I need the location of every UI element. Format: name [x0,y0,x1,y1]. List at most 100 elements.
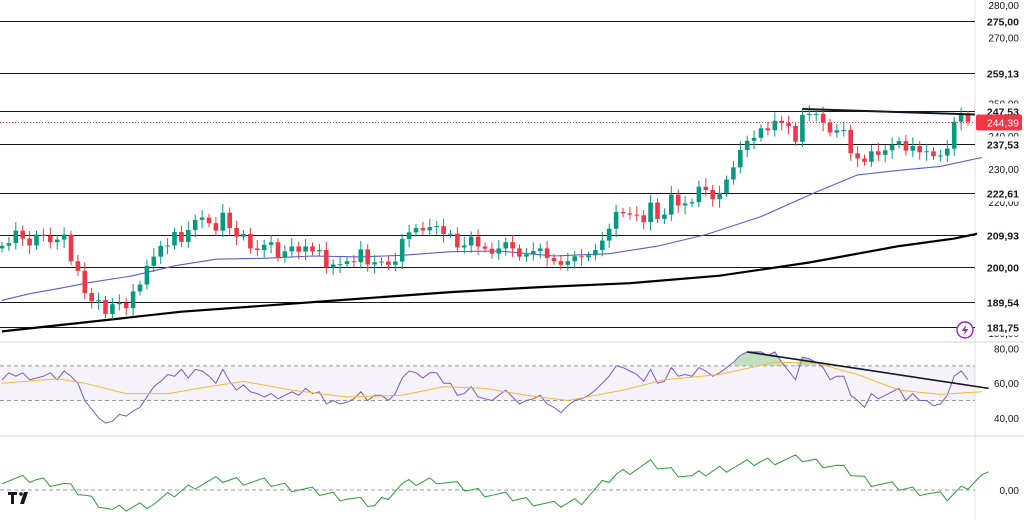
candle-body [220,212,226,231]
candle-body [910,146,916,151]
candle-body [889,144,895,151]
candle-body [675,194,681,206]
candle-body [13,230,19,244]
price-tick-label: 230,00 [988,165,1019,176]
candle-body [48,235,53,243]
candle-body [213,223,219,231]
last-price-badge [976,114,1022,131]
candle-body [324,250,329,268]
candle-body [199,217,205,220]
candle-body [289,246,295,252]
logo-t-shape [8,492,17,504]
candle-body [793,126,798,142]
candle-body [372,262,377,265]
candle-body [434,226,439,228]
level-label: 259,13 [987,69,1019,81]
candle-body [882,150,888,155]
candle-body [758,128,764,138]
candle-body [420,228,426,231]
candle-body [358,249,364,263]
candle-body [462,245,467,248]
candle-body [903,141,909,151]
candle-body [669,194,674,215]
candle-body [869,151,874,162]
rsi-tick-label: 60,00 [994,379,1019,390]
candle-body [627,213,633,215]
candle-body [158,245,163,257]
candle-body [393,261,398,265]
candle-body [827,122,833,133]
level-label-bg [977,136,1022,153]
level-label-bg [977,185,1022,202]
level-label-bg [977,259,1022,276]
level-label: 222,61 [987,189,1019,201]
rsi-panel: 80,00 60,00 40,00 [0,344,1019,425]
level-label-bg [977,65,1022,82]
candle-body [503,242,508,249]
candle-body [399,238,405,262]
candle-body [261,244,267,251]
candle-body [234,228,239,237]
price-axis: 270,00250,00240,00230,00220,00200,00280,… [976,1,1022,340]
candle-body [165,245,170,247]
candle-body [179,232,184,242]
candle-body [110,304,115,315]
level-label: 237,53 [987,140,1019,152]
candle-body [206,217,212,224]
candle-body [20,230,25,239]
candle-body [682,203,688,206]
candle-body [896,141,902,145]
candle-body [296,246,301,252]
candle-body [6,243,12,246]
last-price-label: 244,39 [987,118,1019,130]
oscillator-panel: 0,00 [0,454,1019,512]
candle-body [89,293,94,302]
candle-body [800,114,805,142]
candle-body [61,234,67,240]
candle-body [655,202,660,219]
candle-body [600,240,605,251]
level-label: 209,93 [987,231,1019,243]
candle-body [717,192,722,200]
level-label: 200,00 [987,263,1019,275]
candle-body [241,233,246,237]
candle-body [876,151,881,155]
candle-body [268,242,274,245]
candle-body [117,302,122,305]
price-overlay [0,107,975,123]
level-label: 189,54 [987,298,1019,310]
candle-body [945,148,950,156]
candle-body [579,256,584,258]
candle-body [68,234,74,262]
ma200-line [1,230,989,333]
candle-body [613,211,619,229]
candle-body [786,123,791,127]
candle-body [765,128,771,131]
candle-body [855,153,860,159]
candle-body [938,155,943,157]
candle-body [689,202,695,204]
candle-body [455,233,460,248]
candle-body [751,137,757,141]
level-label-bg [977,13,1022,30]
candle-body [565,261,571,265]
candle-body [551,257,557,262]
candle-body [151,256,157,266]
candle-body [248,233,253,249]
candle-body [427,227,433,231]
candle-body [282,251,288,258]
rsi-ma-line [1,361,982,402]
candle-body [696,186,702,203]
candle-body [192,219,198,231]
oscillator-line [1,454,989,512]
candle-body [924,151,929,153]
ma50-line [1,156,982,301]
candle-body [386,261,391,265]
candle-body [317,250,322,252]
candle-body [489,248,495,254]
candle-body [123,302,129,309]
rsi-tick-label: 80,00 [994,344,1019,355]
